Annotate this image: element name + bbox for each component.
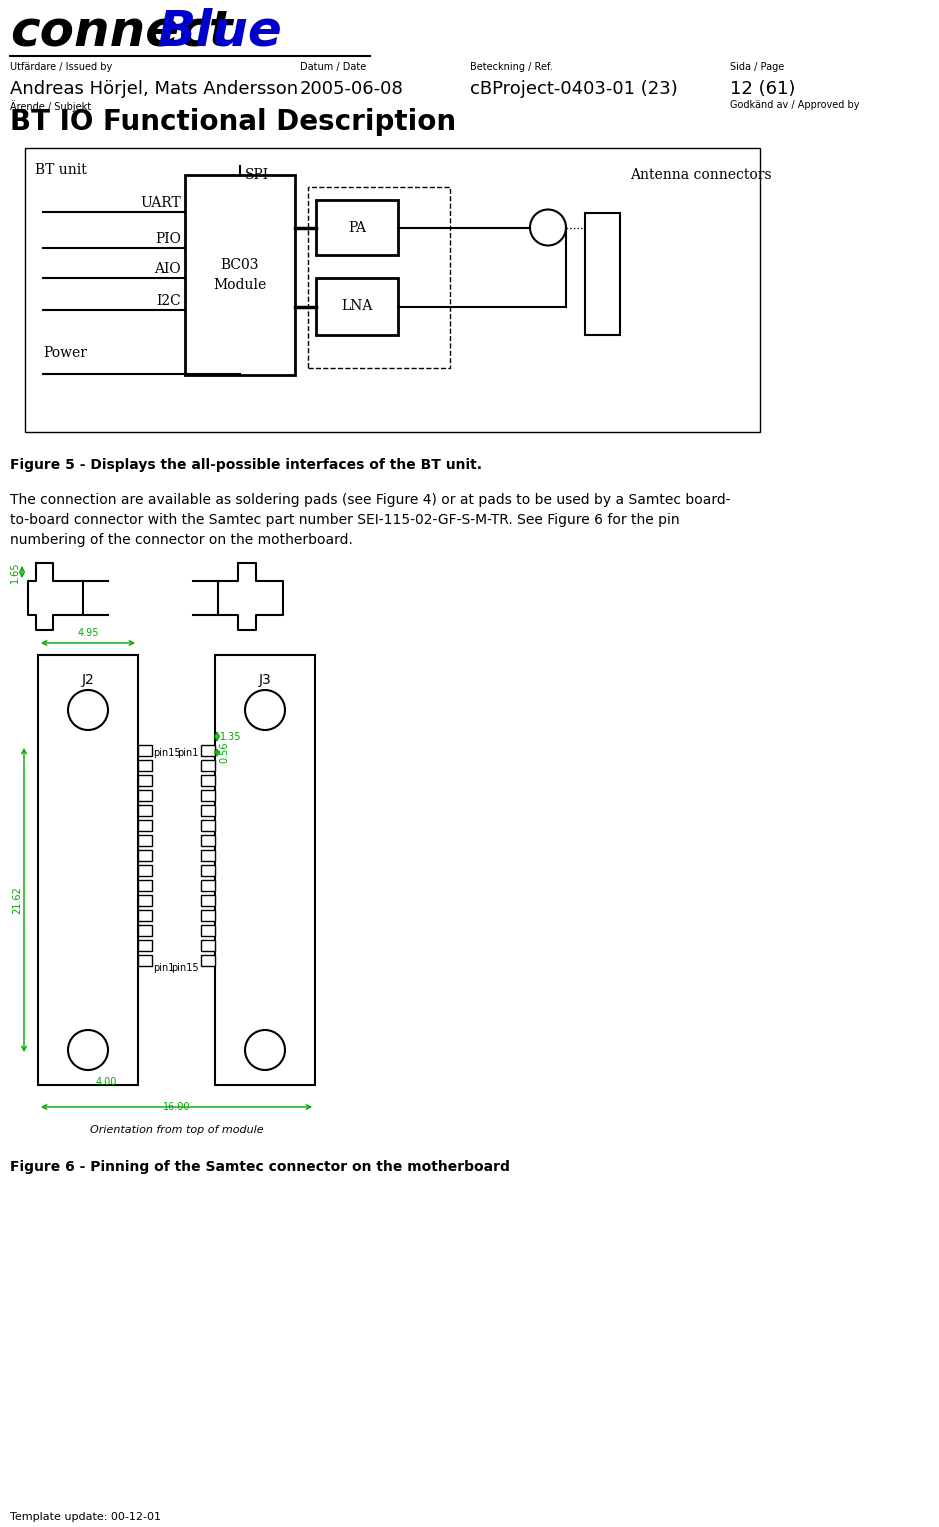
Bar [201,835,215,846]
Bar [201,851,215,861]
Text: connect: connect [10,8,233,56]
Text: UART: UART [140,195,181,211]
Text: Template update: 00-12-01: Template update: 00-12-01 [10,1512,161,1522]
Text: Blue: Blue [158,8,283,56]
Text: pin1: pin1 [153,964,175,973]
Text: 12 (61): 12 (61) [730,79,795,98]
Text: Power: Power [43,347,87,360]
Bar [585,212,620,334]
Text: Ärende / Subjekt: Ärende / Subjekt [10,99,91,111]
Bar [201,745,215,756]
Circle shape [245,1031,285,1070]
Bar [138,835,152,846]
Bar [25,148,760,432]
Bar [308,186,450,368]
Text: 4.00: 4.00 [96,1077,117,1087]
Text: I2C: I2C [156,295,181,308]
Bar [138,910,152,921]
Text: cBProject-0403-01 (23): cBProject-0403-01 (23) [470,79,678,98]
Bar [138,745,152,756]
Bar [201,910,215,921]
Bar [138,820,152,831]
Circle shape [245,690,285,730]
Text: 4.95: 4.95 [77,628,99,638]
Circle shape [68,1031,108,1070]
Text: BT IO Functional Description: BT IO Functional Description [10,108,456,136]
Text: SPI: SPI [245,168,269,182]
Bar [201,895,215,906]
Text: pin1: pin1 [177,748,199,757]
Bar [201,776,215,786]
Bar [138,789,152,802]
Bar [201,925,215,936]
Text: Andreas Hörjel, Mats Andersson: Andreas Hörjel, Mats Andersson [10,79,298,98]
Text: Godkänd av / Approved by: Godkänd av / Approved by [730,99,859,110]
Text: 1.65: 1.65 [10,562,20,583]
Text: 1.35: 1.35 [220,731,241,742]
Text: Module: Module [213,278,267,292]
Text: PIO: PIO [155,232,181,246]
Circle shape [530,209,566,246]
Text: AIO: AIO [154,263,181,276]
Text: Utfärdare / Issued by: Utfärdare / Issued by [10,63,113,72]
Bar [138,880,152,890]
Bar [201,789,215,802]
Text: 2005-06-08: 2005-06-08 [300,79,404,98]
Bar [138,925,152,936]
Bar [138,941,152,951]
Text: 0.56: 0.56 [219,742,229,764]
Bar [201,820,215,831]
Bar [138,895,152,906]
Text: Orientation from top of module: Orientation from top of module [90,1125,263,1135]
Bar [138,864,152,876]
Bar [38,655,138,1086]
Bar [138,954,152,967]
Bar [316,278,398,334]
Bar [138,776,152,786]
Bar [201,864,215,876]
Bar [215,655,315,1086]
Bar [316,200,398,255]
Text: 16.00: 16.00 [162,1102,191,1112]
Bar [138,851,152,861]
Text: BT unit: BT unit [35,163,86,177]
Text: Sida / Page: Sida / Page [730,63,784,72]
Bar [201,954,215,967]
Text: BC03: BC03 [221,258,259,272]
Text: to-board connector with the Samtec part number SEI-115-02-GF-S-M-TR. See Figure : to-board connector with the Samtec part … [10,513,680,527]
Text: Figure 6 - Pinning of the Samtec connector on the motherboard: Figure 6 - Pinning of the Samtec connect… [10,1161,510,1174]
Circle shape [68,690,108,730]
Text: Figure 5 - Displays the all-possible interfaces of the BT unit.: Figure 5 - Displays the all-possible int… [10,458,482,472]
Bar [138,805,152,815]
Text: 21.62: 21.62 [12,886,22,913]
Text: Datum / Date: Datum / Date [300,63,366,72]
Bar [138,760,152,771]
Text: LNA: LNA [341,299,373,313]
Text: numbering of the connector on the motherboard.: numbering of the connector on the mother… [10,533,353,547]
Text: pin15: pin15 [172,964,199,973]
Text: J2: J2 [82,673,95,687]
Bar [201,941,215,951]
Text: The connection are available as soldering pads (see Figure 4) or at pads to be u: The connection are available as solderin… [10,493,731,507]
Bar [185,176,295,376]
Bar [201,760,215,771]
Bar [201,880,215,890]
Text: J3: J3 [258,673,271,687]
Text: Antenna connectors: Antenna connectors [630,168,772,182]
Text: PA: PA [348,220,366,235]
Text: pin15: pin15 [153,748,180,757]
Text: Beteckning / Ref.: Beteckning / Ref. [470,63,553,72]
Bar [201,805,215,815]
